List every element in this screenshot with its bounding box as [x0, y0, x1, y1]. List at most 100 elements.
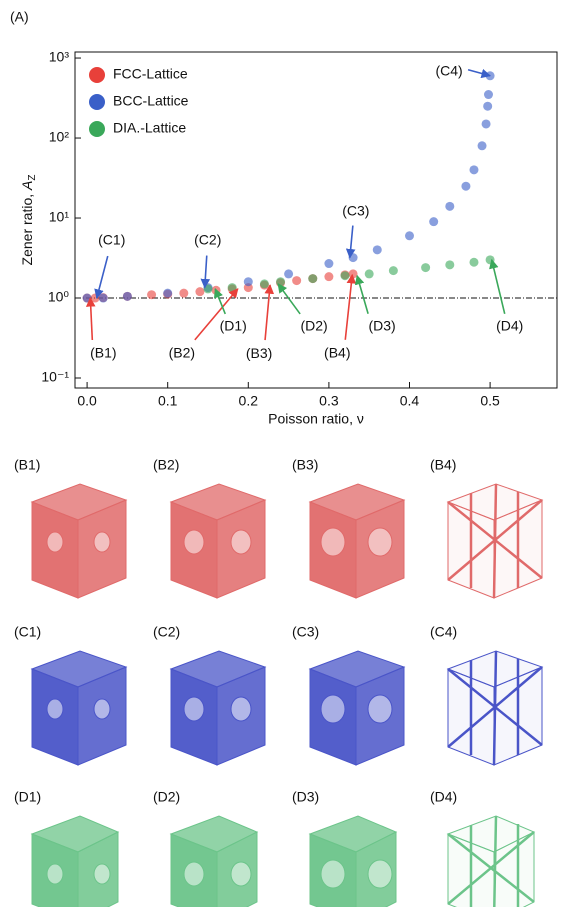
annotation-arrow — [97, 256, 108, 298]
lattice-hole — [368, 695, 392, 723]
data-point — [123, 292, 132, 301]
annotation-label: (B4) — [324, 345, 350, 361]
legend-label: DIA.-Lattice — [113, 120, 186, 136]
lattice-hole — [47, 699, 63, 719]
lattice-image — [32, 816, 118, 907]
lattice-hole — [231, 530, 251, 554]
data-point — [484, 90, 493, 99]
data-point — [195, 287, 204, 296]
panel-label: (C1) — [14, 624, 41, 640]
annotation-label: (C1) — [98, 232, 125, 248]
legend-marker — [89, 121, 105, 137]
y-tick-label: 10² — [49, 129, 70, 145]
panel-label: (D2) — [153, 789, 180, 805]
data-point — [421, 263, 430, 272]
annotation-label: (D2) — [300, 318, 327, 334]
annotation-arrow — [265, 285, 270, 340]
data-point — [308, 274, 317, 283]
data-point — [365, 269, 374, 278]
legend-label: BCC-Lattice — [113, 93, 189, 109]
lattice-hole — [368, 528, 392, 556]
data-point — [163, 289, 172, 298]
data-point — [483, 102, 492, 111]
annotation-label: (C3) — [342, 202, 369, 218]
lattice-image — [171, 484, 265, 598]
data-point — [324, 272, 333, 281]
lattice-hole — [47, 532, 63, 552]
y-title-subscript: Z — [27, 175, 38, 181]
lattice-hole — [231, 862, 251, 886]
lattice-hole — [184, 697, 204, 721]
data-point — [324, 259, 333, 268]
data-point — [284, 269, 293, 278]
annotation-arrow — [357, 276, 368, 314]
lattice-hole — [184, 530, 204, 554]
data-point — [341, 271, 350, 280]
y-tick-label: 10⁻¹ — [41, 369, 69, 385]
annotation-arrow — [345, 275, 352, 340]
data-point — [260, 279, 269, 288]
annotation-label: (B1) — [90, 345, 116, 361]
lattice-hole — [94, 864, 110, 884]
lattice-image — [448, 816, 534, 907]
y-tick-label: 10¹ — [49, 209, 70, 225]
lattice-hole — [321, 695, 345, 723]
data-point — [405, 231, 414, 240]
lattice-image — [310, 484, 404, 598]
lattice-image — [32, 484, 126, 598]
legend-marker — [89, 67, 105, 83]
data-point — [469, 258, 478, 267]
x-tick-label: 0.3 — [319, 393, 339, 409]
x-tick-label: 0.5 — [480, 393, 500, 409]
y-tick-label: 10⁰ — [48, 289, 70, 305]
panel-label: (D1) — [14, 789, 41, 805]
legend-marker — [89, 94, 105, 110]
data-point — [147, 290, 156, 299]
lattice-hole — [94, 532, 110, 552]
annotation-label: (C2) — [194, 231, 221, 247]
data-point — [461, 182, 470, 191]
page: (A) Poisson ratio, ν Zener ratio, AZ 0.0… — [0, 0, 577, 912]
annotation-label: (B2) — [169, 345, 195, 361]
panel-label: (D3) — [292, 789, 319, 805]
panel-label: (B1) — [14, 457, 40, 473]
lattice-hole — [94, 699, 110, 719]
y-axis-title: Zener ratio, AZ — [19, 175, 38, 266]
data-point — [389, 266, 398, 275]
x-tick-label: 0.0 — [77, 393, 97, 409]
y-title-symbol: A — [19, 181, 35, 191]
lattice-image — [32, 651, 126, 765]
annotation-arrow — [90, 298, 92, 340]
annotation-label: (D4) — [496, 318, 523, 334]
figure: (A) Poisson ratio, ν Zener ratio, AZ 0.0… — [0, 0, 577, 907]
annotation-label: (B3) — [246, 345, 272, 361]
annotation-arrow — [205, 256, 207, 288]
data-point — [445, 202, 454, 211]
data-point — [445, 260, 454, 269]
data-point — [99, 294, 108, 303]
lattice-hole — [47, 864, 63, 884]
data-point — [373, 245, 382, 254]
lattice-hole — [321, 860, 345, 888]
annotation-arrow — [492, 260, 505, 314]
x-axis-title: Poisson ratio, ν — [268, 411, 364, 427]
y-tick-label: 10³ — [49, 49, 70, 65]
lattice-hole — [321, 528, 345, 556]
panel-label: (C2) — [153, 624, 180, 640]
panel-label: (C4) — [430, 624, 457, 640]
annotation-label: (D1) — [220, 318, 247, 334]
lattice-hole — [231, 697, 251, 721]
annotation-label: (C4) — [435, 62, 462, 78]
panel-label: (D4) — [430, 789, 457, 805]
lattice-image — [448, 651, 542, 765]
data-point — [179, 289, 188, 298]
legend-label: FCC-Lattice — [113, 66, 188, 82]
data-point — [292, 276, 301, 285]
panel-label: (B2) — [153, 457, 179, 473]
panel-label: (A) — [10, 9, 29, 25]
x-tick-label: 0.4 — [400, 393, 420, 409]
lattice-hole — [368, 860, 392, 888]
lattice-image — [171, 816, 257, 907]
lattice-image — [171, 651, 265, 765]
panel-label: (B4) — [430, 457, 456, 473]
